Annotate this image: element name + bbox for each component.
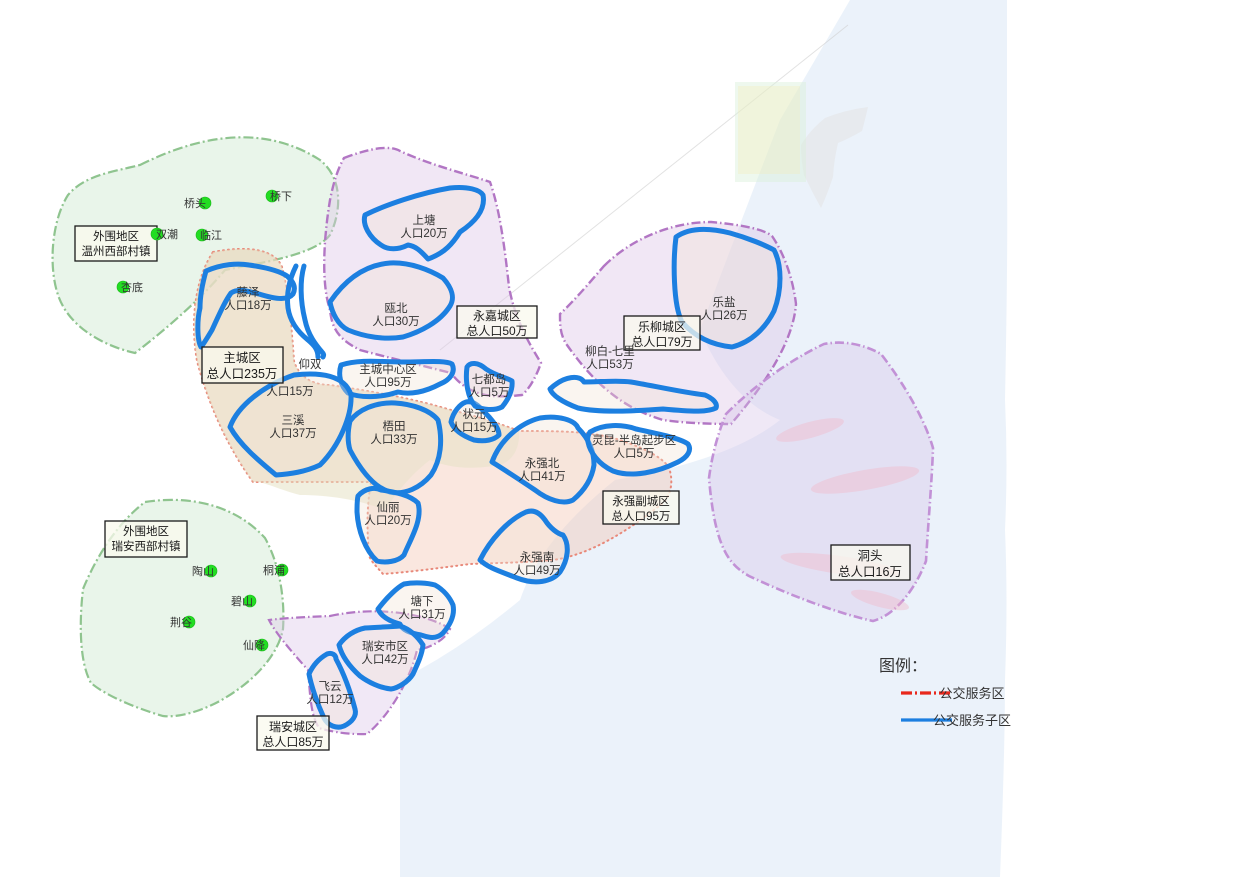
svg-text:外围地区: 外围地区 [123,525,169,538]
svg-text:仙丽: 仙丽 [377,501,400,514]
svg-text:温州西部村镇: 温州西部村镇 [82,244,151,258]
svg-text:总人口235万: 总人口235万 [207,367,278,381]
svg-text:仰双: 仰双 [299,357,322,371]
svg-text:三溪: 三溪 [282,414,305,427]
svg-text:人口18万: 人口18万 [224,299,271,312]
svg-text:灵昆-半岛起步区: 灵昆-半岛起步区 [592,433,676,447]
svg-text:桥头: 桥头 [184,197,206,210]
svg-text:临江: 临江 [200,228,222,242]
svg-text:人口5万: 人口5万 [614,447,655,460]
svg-text:藤泽: 藤泽 [237,286,260,299]
svg-text:主城中心区: 主城中心区 [359,363,417,376]
svg-text:人口5万: 人口5万 [469,386,510,399]
svg-text:塘下: 塘下 [411,594,434,608]
svg-text:人口15万: 人口15万 [450,421,497,434]
svg-text:总人口16万: 总人口16万 [838,565,902,579]
svg-text:仙降: 仙降 [243,638,265,652]
svg-text:总人口85万: 总人口85万 [262,735,323,749]
svg-text:状元: 状元 [463,407,486,421]
svg-text:飞云: 飞云 [319,681,342,693]
svg-text:上塘: 上塘 [413,213,436,227]
svg-text:人口30万: 人口30万 [372,315,419,328]
svg-text:图例：: 图例： [879,657,927,675]
svg-text:人口20万: 人口20万 [400,227,447,240]
svg-text:主城区: 主城区 [223,351,261,365]
svg-text:瑞安西部村镇: 瑞安西部村镇 [112,539,181,553]
svg-text:总人口50万: 总人口50万 [466,324,527,338]
svg-text:永强南: 永强南 [520,550,555,564]
svg-text:杏底: 杏底 [121,280,143,294]
svg-text:桐浦: 桐浦 [263,563,285,577]
svg-text:人口42万: 人口42万 [361,653,408,666]
svg-text:永强北: 永强北 [525,456,560,470]
svg-text:瑞安城区: 瑞安城区 [269,719,317,734]
svg-text:人口95万: 人口95万 [364,376,411,389]
svg-text:外围地区: 外围地区 [93,230,139,243]
svg-text:瓯北: 瓯北 [385,302,408,315]
svg-text:人口31万: 人口31万 [398,608,445,621]
svg-text:公交服务区: 公交服务区 [939,686,1004,701]
svg-text:永强副城区: 永强副城区 [612,494,670,508]
svg-text:总人口79万: 总人口79万 [631,335,692,349]
svg-text:人口20万: 人口20万 [364,514,411,527]
svg-text:乐柳城区: 乐柳城区 [638,320,686,334]
svg-text:人口26万: 人口26万 [700,309,747,322]
svg-text:人口33万: 人口33万 [370,433,417,446]
svg-text:梧田: 梧田 [383,419,406,433]
svg-text:总人口95万: 总人口95万 [612,509,671,523]
svg-text:荆谷: 荆谷 [170,616,192,629]
svg-text:人口37万: 人口37万 [269,427,316,440]
svg-text:人口41万: 人口41万 [518,470,565,483]
svg-text:人口53万: 人口53万 [586,358,633,371]
svg-text:永嘉城区: 永嘉城区 [473,309,521,323]
svg-text:柳白-七里: 柳白-七里 [585,344,635,358]
svg-text:乐盐: 乐盐 [713,296,736,309]
svg-text:人口12万: 人口12万 [306,693,353,706]
svg-text:七都岛: 七都岛 [472,372,507,386]
svg-text:人口49万: 人口49万 [513,564,560,577]
svg-text:人口15万: 人口15万 [266,385,313,398]
svg-text:瑞安市区: 瑞安市区 [362,639,408,653]
svg-text:洞头: 洞头 [857,549,882,563]
svg-text:公交服务子区: 公交服务子区 [933,713,1011,728]
svg-text:陶山: 陶山 [192,564,214,578]
svg-text:双潮: 双潮 [156,227,178,241]
svg-text:桥下: 桥下 [270,190,292,203]
svg-text:碧山: 碧山 [231,595,253,608]
